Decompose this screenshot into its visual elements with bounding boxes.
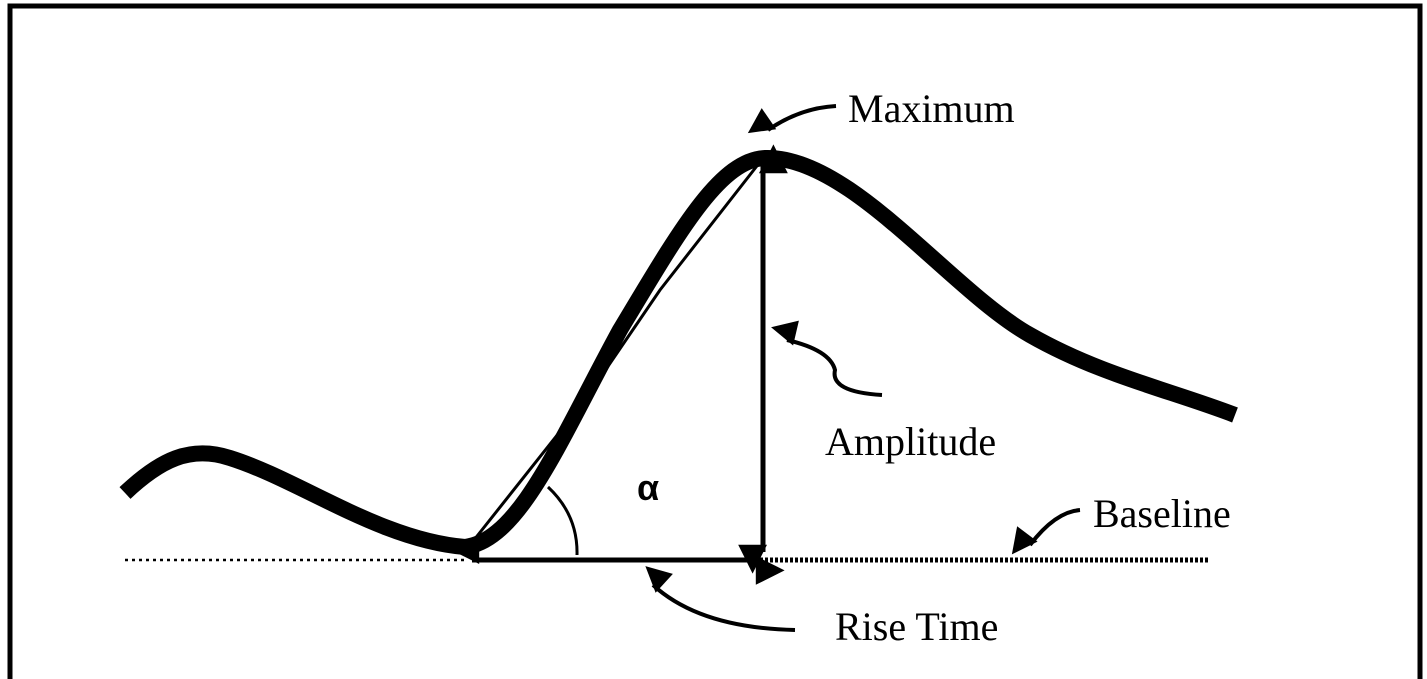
maximum-pointer — [747, 104, 837, 134]
signal-curve — [119, 149, 1238, 556]
amplitude-label: Amplitude — [825, 419, 996, 464]
baseline-label: Baseline — [1093, 491, 1231, 536]
rise-time-pointer — [645, 566, 796, 632]
alpha-label: α — [637, 467, 659, 508]
maximum-label: Maximum — [848, 86, 1015, 131]
frame — [7, 3, 1423, 679]
rise-time-label: Rise Time — [835, 604, 998, 649]
baseline-pointer — [1011, 508, 1081, 555]
amplitude-pointer — [771, 320, 883, 397]
secant-line — [468, 161, 762, 546]
angle-arc — [546, 485, 579, 556]
